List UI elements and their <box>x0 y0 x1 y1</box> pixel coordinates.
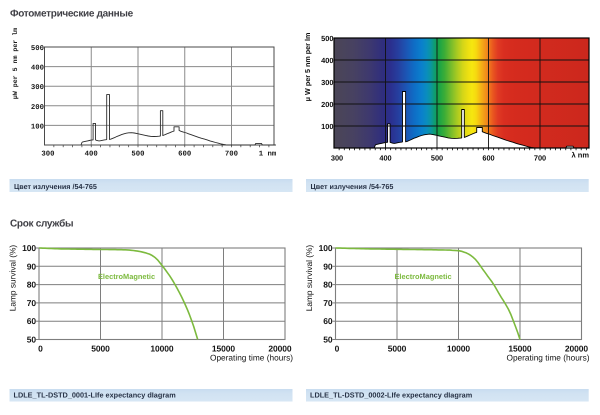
svg-text:Lamp survival (%): Lamp survival (%) <box>8 245 18 312</box>
svg-text:Срок службы: Срок службы <box>10 219 73 230</box>
svg-text:300: 300 <box>41 151 54 159</box>
svg-text:700: 700 <box>225 151 238 159</box>
svg-text:λ nm: λ nm <box>571 151 589 160</box>
svg-text:60: 60 <box>323 316 333 326</box>
svg-text:μ W per 5 nm per lm: μ W per 5 nm per lm <box>303 33 312 102</box>
svg-text:100: 100 <box>31 123 44 131</box>
svg-text:500: 500 <box>321 34 333 43</box>
svg-text:Фотометрические данные: Фотометрические данные <box>10 9 134 20</box>
svg-text:90: 90 <box>27 261 37 271</box>
svg-text:Operating time (hours): Operating time (hours) <box>506 353 589 363</box>
svg-text:0: 0 <box>335 344 340 354</box>
svg-text:100: 100 <box>321 122 333 131</box>
svg-text:80: 80 <box>27 280 37 290</box>
svg-text:300: 300 <box>31 84 44 92</box>
svg-text:15000: 15000 <box>508 344 532 354</box>
svg-text:700: 700 <box>534 154 546 163</box>
svg-text:70: 70 <box>27 298 37 308</box>
svg-text:LDLE_TL-DSTD_0002-LIfe expecta: LDLE_TL-DSTD_0002-LIfe expectancy dIagra… <box>310 391 473 400</box>
svg-text:300: 300 <box>321 78 333 87</box>
svg-text:5000: 5000 <box>91 344 110 354</box>
svg-text:500: 500 <box>31 45 44 53</box>
svg-text:LDLE_TL-DSTD_0001-LIfe expecta: LDLE_TL-DSTD_0001-LIfe expectancy dIagra… <box>14 391 177 400</box>
svg-text:400: 400 <box>379 154 391 163</box>
svg-text:Цвет излучения /54-765: Цвет излучения /54-765 <box>311 182 394 191</box>
svg-text:200: 200 <box>321 100 333 109</box>
svg-text:80: 80 <box>323 280 333 290</box>
svg-text:600: 600 <box>482 154 494 163</box>
svg-text:90: 90 <box>323 261 333 271</box>
svg-text:600: 600 <box>178 151 191 159</box>
svg-text:400: 400 <box>85 151 98 159</box>
svg-text:10000: 10000 <box>447 344 471 354</box>
svg-text:400: 400 <box>321 56 333 65</box>
svg-text:0: 0 <box>38 344 43 354</box>
svg-text:Lamp survival (%): Lamp survival (%) <box>304 245 314 312</box>
svg-text:500: 500 <box>131 151 144 159</box>
svg-text:1 nm: 1 nm <box>259 151 277 159</box>
svg-text:Цвет излучения /54-765: Цвет излучения /54-765 <box>14 182 97 191</box>
svg-text:60: 60 <box>27 316 37 326</box>
svg-text:5000: 5000 <box>388 344 407 354</box>
svg-text:50: 50 <box>27 335 37 345</box>
svg-text:20000: 20000 <box>565 344 589 354</box>
svg-text:100: 100 <box>22 243 36 253</box>
svg-text:70: 70 <box>323 298 333 308</box>
svg-text:200: 200 <box>31 104 44 112</box>
svg-text:400: 400 <box>31 65 44 73</box>
svg-text:20000: 20000 <box>268 344 292 354</box>
svg-text:Operating time (hours): Operating time (hours) <box>210 353 293 363</box>
svg-text:ElectroMagnetic: ElectroMagnetic <box>395 272 452 281</box>
svg-text:15000: 15000 <box>212 344 236 354</box>
svg-text:ElectroMagnetic: ElectroMagnetic <box>98 272 155 281</box>
svg-text:500: 500 <box>431 154 443 163</box>
svg-text:100: 100 <box>319 243 333 253</box>
svg-text:10000: 10000 <box>150 344 174 354</box>
svg-text:μW per 5 nm per lm: μW per 5 nm per lm <box>12 28 19 99</box>
svg-text:50: 50 <box>323 335 333 345</box>
svg-text:300: 300 <box>331 154 343 163</box>
